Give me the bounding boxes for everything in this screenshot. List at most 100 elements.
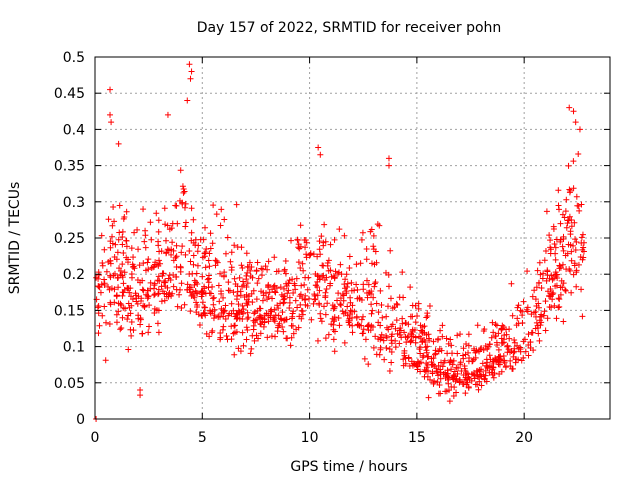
data-point [173, 242, 180, 249]
data-point [548, 289, 555, 296]
data-point [563, 196, 570, 203]
data-point [117, 300, 124, 307]
data-point [116, 202, 123, 209]
data-point [124, 285, 131, 292]
data-point [371, 283, 378, 290]
data-point [394, 330, 401, 337]
data-point [174, 220, 181, 227]
data-point [250, 326, 257, 333]
data-point [464, 379, 471, 386]
data-point [393, 317, 400, 324]
data-point [347, 294, 354, 301]
data-point [463, 370, 470, 377]
data-point [330, 272, 337, 279]
data-point [424, 313, 431, 320]
data-point [105, 283, 112, 290]
data-point [536, 337, 543, 344]
data-point [419, 354, 426, 361]
data-point [235, 301, 242, 308]
data-point [303, 254, 310, 261]
data-point [321, 221, 328, 228]
data-point [101, 246, 108, 253]
data-point [231, 322, 238, 329]
data-point [578, 234, 585, 241]
data-point [534, 322, 541, 329]
data-point [107, 257, 114, 264]
data-point [239, 283, 246, 290]
data-point [539, 275, 546, 282]
data-point [316, 246, 323, 253]
data-point [470, 356, 477, 363]
data-point [385, 162, 392, 169]
data-point [144, 259, 151, 266]
data-point [388, 348, 395, 355]
data-point [285, 280, 292, 287]
data-point [239, 265, 246, 272]
data-point [115, 284, 122, 291]
data-point [151, 285, 158, 292]
data-point [370, 294, 377, 301]
data-point [419, 339, 426, 346]
data-point [558, 277, 565, 284]
data-point [317, 310, 324, 317]
data-point [155, 228, 162, 235]
y-tick-label: 0.1 [63, 340, 85, 356]
data-point [571, 262, 578, 269]
data-point [344, 280, 351, 287]
data-point [182, 219, 189, 226]
data-point [308, 316, 315, 323]
data-point [443, 335, 450, 342]
data-point [164, 246, 171, 253]
data-point [567, 231, 574, 238]
data-point [209, 240, 216, 247]
data-point [579, 313, 586, 320]
data-point [301, 281, 308, 288]
data-point [496, 353, 503, 360]
data-point [277, 284, 284, 291]
data-point [496, 370, 503, 377]
data-point [107, 111, 114, 118]
data-point [514, 315, 521, 322]
data-point [254, 307, 261, 314]
data-point [115, 140, 122, 147]
data-point [432, 351, 439, 358]
data-point [570, 271, 577, 278]
data-point [120, 289, 127, 296]
data-point [205, 284, 212, 291]
data-point [443, 388, 450, 395]
data-point [97, 289, 104, 296]
data-point [205, 272, 212, 279]
data-point [431, 363, 438, 370]
data-point [236, 274, 243, 281]
data-point [184, 97, 191, 104]
data-point [435, 372, 442, 379]
data-point [210, 315, 217, 322]
data-point [107, 260, 114, 267]
data-point [122, 305, 129, 312]
data-point [401, 352, 408, 359]
data-point [213, 211, 220, 218]
data-point [106, 286, 113, 293]
data-point [177, 264, 184, 271]
data-point [133, 298, 140, 305]
data-point [528, 329, 535, 336]
data-point [289, 310, 296, 317]
data-point [346, 264, 353, 271]
data-point [573, 267, 580, 274]
data-point [181, 204, 188, 211]
data-point [93, 274, 100, 281]
data-point [425, 394, 432, 401]
data-point [386, 345, 393, 352]
y-tick-label: 0.15 [54, 303, 85, 319]
data-point [273, 268, 280, 275]
data-point [298, 307, 305, 314]
data-point [302, 244, 309, 251]
data-point [95, 271, 102, 278]
data-point [462, 374, 469, 381]
data-point [435, 348, 442, 355]
data-point [240, 342, 247, 349]
data-point [121, 269, 128, 276]
data-point [364, 323, 371, 330]
data-point [247, 350, 254, 357]
data-point [129, 264, 136, 271]
